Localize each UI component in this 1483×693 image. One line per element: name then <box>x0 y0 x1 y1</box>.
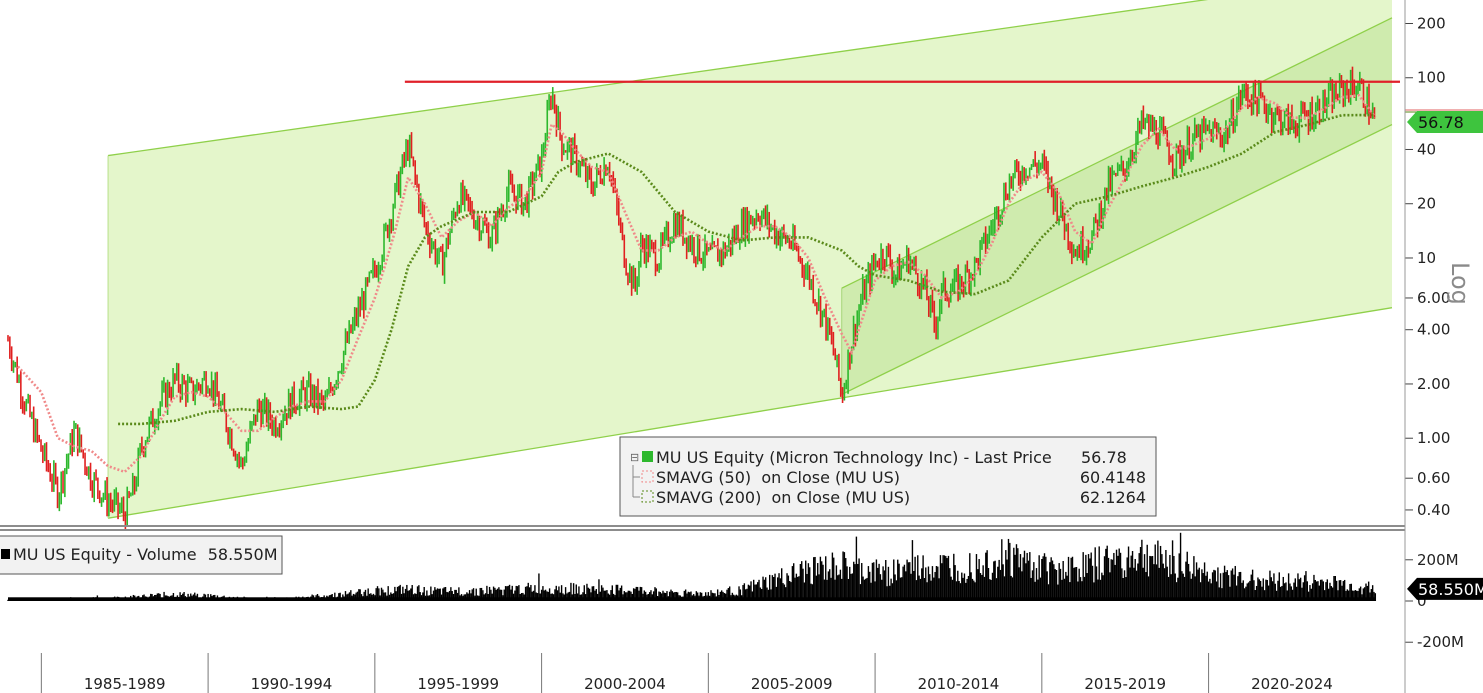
legend-swatch-sma50 <box>641 470 654 483</box>
long-term-channel <box>108 0 1392 519</box>
volume-tick-label: -200M <box>1417 633 1464 651</box>
y-tick-label: 4.00 <box>1417 321 1450 339</box>
legend-box <box>0 535 283 575</box>
legend-volume-value: 58.550M <box>208 545 278 564</box>
channel-line-long-term-upper <box>107 0 1209 157</box>
volume-series <box>7 532 1377 601</box>
recent-channel <box>841 17 1392 395</box>
x-axis: 1985-1989 1990-1994 1995-1999 2000-2004 2005… <box>40 653 1333 693</box>
channel-line-long-term-lower <box>107 307 1393 519</box>
legend-swatch-sma200 <box>641 490 654 503</box>
legend-label-price: MU US Equity (Micron Technology Inc) - L… <box>656 448 1052 467</box>
legend-label-sma200: SMAVG (200) on Close (MU US) <box>656 488 910 507</box>
x-category-label: 2005-2009 <box>751 675 833 693</box>
price-y-axis: 200 100 40 20 10 6.00 4.00 2.00 1.00 0.60 0.40 <box>1405 14 1450 519</box>
volume-tick-label: 200M <box>1417 551 1459 569</box>
legend-swatch-price <box>642 451 653 462</box>
legend-volume-label: MU US Equity - Volume <box>13 545 197 564</box>
last-price-tag: 56.78 <box>1405 109 1483 134</box>
y-tick-label: 1.00 <box>1417 429 1450 447</box>
last-price-badge <box>1407 111 1483 134</box>
price-legend[interactable]: ⊟ MU US Equity (Micron Technology Inc) -… <box>619 436 1157 517</box>
last-volume-tag: 58.550M <box>1407 577 1483 600</box>
volume-panel: 200M 0 -200M 58.550M <box>7 532 1483 651</box>
legend-value-sma50: 60.4148 <box>1080 468 1146 487</box>
collapse-icon[interactable]: ⊟ <box>630 452 639 464</box>
y-tick-label: 100 <box>1417 69 1446 87</box>
last-volume-badge <box>1407 577 1483 600</box>
legend-value-sma200: 62.1264 <box>1080 488 1146 507</box>
y-tick-label: 10 <box>1417 249 1436 267</box>
legend-label-sma50: SMAVG (50) on Close (MU US) <box>656 468 900 487</box>
sma-50-series <box>17 93 1377 474</box>
x-category-label: 1990-1994 <box>251 675 333 693</box>
sma-200-series <box>118 113 1376 426</box>
x-category-label: 2015-2019 <box>1084 675 1166 693</box>
legend-swatch-volume <box>1 549 10 559</box>
y-tick-label: 0.60 <box>1417 469 1450 487</box>
legend-label-volume: MU US Equity - Volume 58.550M <box>13 545 278 564</box>
price-series <box>7 66 1376 530</box>
last-price-value: 56.78 <box>1418 113 1464 132</box>
channel-line-recent-lower <box>841 123 1393 395</box>
y-tick-label: 0.40 <box>1417 501 1450 519</box>
volume-y-axis: 200M 0 -200M <box>1405 551 1464 651</box>
trend-channels <box>107 0 1393 519</box>
y-tick-label: 40 <box>1417 140 1436 158</box>
sma-50-line <box>17 93 1377 474</box>
channel-line-recent-upper <box>841 17 1393 289</box>
volume-tick-label: 0 <box>1417 592 1427 610</box>
last-volume-value: 58.550M <box>1418 580 1483 599</box>
y-tick-label: 6.00 <box>1417 289 1450 307</box>
legend-box <box>619 436 1157 517</box>
scale-label: Log <box>1446 262 1474 305</box>
y-tick-label: 200 <box>1417 14 1446 32</box>
x-category-label: 1985-1989 <box>84 675 166 693</box>
y-tick-label: 2.00 <box>1417 375 1450 393</box>
volume-legend[interactable]: MU US Equity - Volume 58.550M <box>0 535 283 575</box>
legend-value-price: 56.78 <box>1081 448 1127 467</box>
volume-base <box>8 597 1376 601</box>
x-category-label: 1995-1999 <box>417 675 499 693</box>
price-panel: 200 100 40 20 10 6.00 4.00 2.00 1.00 0.60 0.40 Log… <box>7 0 1483 530</box>
x-category-label: 2020-2024 <box>1251 675 1333 693</box>
y-tick-label: 20 <box>1417 195 1436 213</box>
x-category-label: 2000-2004 <box>584 675 666 693</box>
x-category-label: 2010-2014 <box>918 675 1000 693</box>
sma-200-line <box>118 113 1376 426</box>
